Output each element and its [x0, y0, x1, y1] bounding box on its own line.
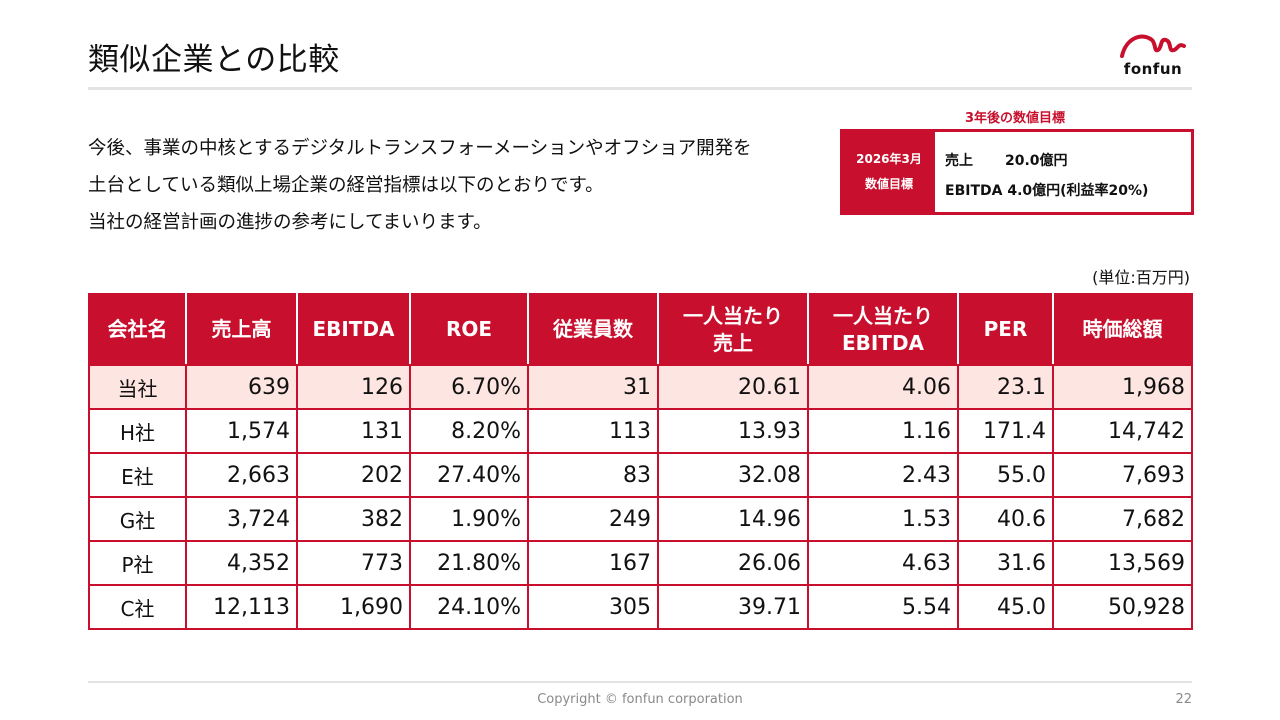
company-name-cell: C社 — [88, 584, 187, 630]
table-cell: 39.71 — [657, 584, 809, 630]
table-cell: 7,682 — [1052, 496, 1193, 542]
logo-text: fonfun — [1123, 60, 1183, 78]
company-name-cell: E社 — [88, 452, 187, 498]
page-title: 類似企業との比較 — [88, 42, 340, 78]
title-divider — [88, 87, 1192, 90]
target-sales-key: 売上 — [945, 153, 973, 169]
company-name-cell: H社 — [88, 408, 187, 454]
target-body: 売上 20.0億円 EBITDA 4.0億円(利益率20%) — [935, 132, 1191, 212]
table-cell: 773 — [296, 540, 411, 586]
company-name-cell: G社 — [88, 496, 187, 542]
table-cell: 4.63 — [807, 540, 959, 586]
target-ebitda-row: EBITDA 4.0億円(利益率20%) — [945, 176, 1191, 206]
table-cell: 13.93 — [657, 408, 809, 454]
intro-line: 土台としている類似上場企業の経営指標は以下のとおりです。 — [88, 175, 604, 196]
table-cell: 6.70% — [409, 364, 529, 410]
company-name-cell: 当社 — [88, 364, 187, 410]
target-head-date: 2026年3月 — [856, 152, 922, 166]
table-cell: 131 — [296, 408, 411, 454]
target-head-caption: 数値目標 — [864, 177, 913, 191]
logo-mark-icon — [1120, 34, 1186, 58]
column-header: 会社名 — [88, 293, 187, 366]
column-header: 売上高 — [185, 293, 298, 366]
intro-line: 今後、事業の中核とするデジタルトランスフォーメーションやオフショア開発を — [88, 138, 752, 159]
table-cell: 13,569 — [1052, 540, 1193, 586]
table-cell: 3,724 — [185, 496, 298, 542]
table-cell: 1,574 — [185, 408, 298, 454]
table-cell: 55.0 — [957, 452, 1054, 498]
table-cell: 1.90% — [409, 496, 529, 542]
column-header: PER — [957, 293, 1054, 366]
column-header: 一人当たり 売上 — [657, 293, 809, 366]
table-cell: 639 — [185, 364, 298, 410]
table-cell: 45.0 — [957, 584, 1054, 630]
table-cell: 4,352 — [185, 540, 298, 586]
table-cell: 14,742 — [1052, 408, 1193, 454]
table-cell: 7,693 — [1052, 452, 1193, 498]
table-cell: 202 — [296, 452, 411, 498]
table-cell: 167 — [527, 540, 659, 586]
column-header: 一人当たり EBITDA — [807, 293, 959, 366]
table-cell: 31 — [527, 364, 659, 410]
target-label: 3年後の数値目標 — [964, 111, 1066, 126]
table-cell: 8.20% — [409, 408, 529, 454]
column-header: ROE — [409, 293, 529, 366]
table-cell: 14.96 — [657, 496, 809, 542]
table-cell: 4.06 — [807, 364, 959, 410]
table-cell: 83 — [527, 452, 659, 498]
table-cell: 126 — [296, 364, 411, 410]
target-box: 2026年3月 数値目標 売上 20.0億円 EBITDA 4.0億円(利益率20… — [840, 129, 1194, 215]
table-cell: 171.4 — [957, 408, 1054, 454]
table-cell: 20.61 — [657, 364, 809, 410]
table-cell: 305 — [527, 584, 659, 630]
column-header: 従業員数 — [527, 293, 659, 366]
intro-text: 今後、事業の中核とするデジタルトランスフォーメーションやオフショア開発を 土台と… — [88, 130, 818, 241]
company-logo: fonfun — [1112, 30, 1194, 80]
table-cell: 27.40% — [409, 452, 529, 498]
table-cell: 1,968 — [1052, 364, 1193, 410]
table-cell: 21.80% — [409, 540, 529, 586]
table-cell: 113 — [527, 408, 659, 454]
target-sales-row: 売上 20.0億円 — [945, 146, 1191, 176]
table-cell: 5.54 — [807, 584, 959, 630]
table-header-row: 会社名 売上高 EBITDA ROE 従業員数 一人当たり 売上 一人当たり EBITDA P… — [88, 293, 1193, 366]
table-cell: 40.6 — [957, 496, 1054, 542]
table-row: 当社 639 126 6.70% 31 20.61 4.06 23.1 1,968 — [88, 364, 1193, 410]
table-row: P社 4,352 773 21.80% 167 26.06 4.63 31.6 13,569 — [88, 540, 1193, 586]
intro-line: 当社の経営計画の進捗の参考にしてまいります。 — [88, 212, 492, 233]
table-cell: 50,928 — [1052, 584, 1193, 630]
target-ebitda-key: EBITDA — [945, 183, 1003, 199]
table-cell: 2.43 — [807, 452, 959, 498]
page-number: 22 — [1175, 692, 1192, 707]
table-cell: 2,663 — [185, 452, 298, 498]
copyright: Copyright © fonfun corporation — [537, 692, 743, 707]
table-cell: 1.16 — [807, 408, 959, 454]
column-header: 時価総額 — [1052, 293, 1193, 366]
table-cell: 26.06 — [657, 540, 809, 586]
company-name-cell: P社 — [88, 540, 187, 586]
table-row: E社 2,663 202 27.40% 83 32.08 2.43 55.0 7,693 — [88, 452, 1193, 498]
target-sales-value: 20.0億円 — [1005, 153, 1068, 169]
table-cell: 32.08 — [657, 452, 809, 498]
footer-divider — [88, 681, 1192, 683]
table-cell: 1.53 — [807, 496, 959, 542]
target-ebitda-value: 4.0億円(利益率20%) — [1007, 183, 1149, 199]
table-row: G社 3,724 382 1.90% 249 14.96 1.53 40.6 7,682 — [88, 496, 1193, 542]
table-row: H社 1,574 131 8.20% 113 13.93 1.16 171.4 14,742 — [88, 408, 1193, 454]
table-body: 当社 639 126 6.70% 31 20.61 4.06 23.1 1,968 H社 1,574… — [88, 364, 1193, 630]
comparison-table: 会社名 売上高 EBITDA ROE 従業員数 一人当たり 売上 一人当たり EBITDA P… — [88, 293, 1193, 630]
table-cell: 249 — [527, 496, 659, 542]
table-cell: 23.1 — [957, 364, 1054, 410]
unit-label: (単位:百万円) — [1092, 268, 1190, 287]
table-cell: 1,690 — [296, 584, 411, 630]
target-head: 2026年3月 数値目標 — [843, 132, 935, 212]
table-cell: 31.6 — [957, 540, 1054, 586]
column-header: EBITDA — [296, 293, 411, 366]
table-row: C社 12,113 1,690 24.10% 305 39.71 5.54 45.0 50,92… — [88, 584, 1193, 630]
table-cell: 24.10% — [409, 584, 529, 630]
table-cell: 12,113 — [185, 584, 298, 630]
table-cell: 382 — [296, 496, 411, 542]
